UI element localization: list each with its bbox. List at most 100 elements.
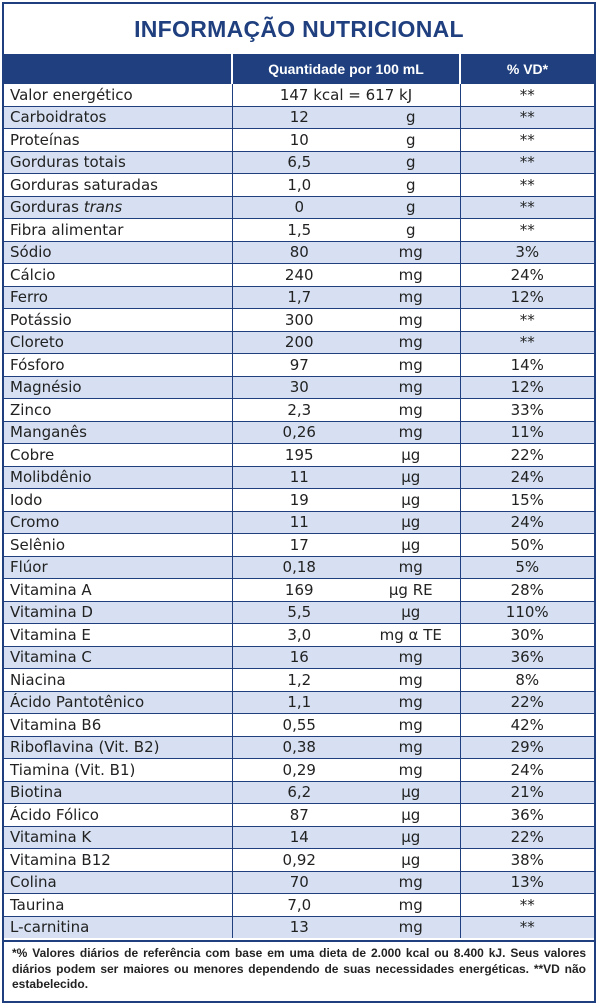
nutrient-amount: 240: [232, 263, 362, 286]
nutrient-unit: µg: [362, 848, 461, 871]
table-row: Vitamina K 14 µg 22%: [4, 825, 594, 849]
nutrient-unit: µg: [362, 510, 461, 534]
nutrient-name-text: Cromo: [10, 513, 60, 532]
nutrient-unit: µg: [362, 488, 461, 511]
table-row: Cloreto 200 mg **: [4, 330, 594, 354]
nutrient-name: Zinco: [4, 398, 233, 421]
nutrient-name-text: Cálcio: [10, 265, 56, 284]
nutrient-vd: 24%: [460, 263, 594, 286]
nutrient-name-text: Magnésio: [10, 378, 82, 397]
nutrient-vd: **: [460, 330, 594, 354]
nutrient-name-text: Gorduras: [10, 198, 84, 217]
nutrient-vd: 42%: [460, 713, 594, 736]
nutrient-unit: g: [362, 218, 461, 241]
table-row: L-carnitina 13 mg **: [4, 915, 594, 938]
nutrient-amount: 30: [232, 375, 362, 399]
nutrient-name-text: Fibra alimentar: [10, 220, 124, 239]
nutrient-unit: mg: [362, 555, 461, 579]
nutrient-name: Manganês: [4, 420, 233, 444]
nutrient-name: Vitamina B12: [4, 848, 233, 871]
nutrient-vd: 22%: [460, 690, 594, 714]
table-row-energy: Valor energético 147 kcal = 617 kJ **: [4, 83, 594, 106]
nutrient-amount: 0: [232, 195, 362, 219]
table-row: Vitamina E 3,0 mg α TE 30%: [4, 623, 594, 646]
nutrient-vd: 11%: [460, 420, 594, 444]
nutrient-amount: 1,5: [232, 218, 362, 241]
nutrient-unit: g: [362, 128, 461, 151]
nutrient-amount: 70: [232, 870, 362, 894]
nutrient-amount: 1,1: [232, 690, 362, 714]
nutrient-amount: 16: [232, 645, 362, 669]
nutrient-unit: µg: [362, 600, 461, 624]
nutrient-unit: mg: [362, 353, 461, 376]
nutrient-name: Biotina: [4, 780, 233, 804]
table-row: Manganês 0,26 mg 11%: [4, 420, 594, 444]
nutrient-amount: 147 kcal = 617 kJ: [232, 83, 461, 106]
table-header-row: Quantidade por 100 mL % VD*: [4, 54, 594, 84]
table-row: Ferro 1,7 mg 12%: [4, 285, 594, 309]
nutrient-amount: 11: [232, 510, 362, 534]
nutrient-vd: 33%: [460, 398, 594, 421]
nutrient-name-text: Tiamina (Vit. B1): [10, 760, 136, 779]
nutrient-vd: **: [460, 128, 594, 151]
nutrient-name: Proteínas: [4, 128, 233, 151]
nutrient-amount: 0,29: [232, 758, 362, 781]
nutrient-name: Ferro: [4, 285, 233, 309]
table-row: Magnésio 30 mg 12%: [4, 375, 594, 399]
nutrient-name-text: Vitamina A: [10, 580, 92, 599]
nutrient-name: Cromo: [4, 510, 233, 534]
nutrient-amount: 13: [232, 915, 362, 938]
nutrient-amount: 19: [232, 488, 362, 511]
nutrient-unit: mg: [362, 735, 461, 759]
table-row: Tiamina (Vit. B1) 0,29 mg 24%: [4, 758, 594, 781]
table-row: Ácido Pantotênico 1,1 mg 22%: [4, 690, 594, 714]
nutrient-amount: 195: [232, 443, 362, 466]
nutrient-name: Tiamina (Vit. B1): [4, 758, 233, 781]
nutrient-name-text: Carboidratos: [10, 108, 107, 127]
nutrient-vd: **: [460, 150, 594, 174]
nutrient-name-text: Proteínas: [10, 130, 80, 149]
nutrient-name-text: Molibdênio: [10, 468, 92, 487]
nutrient-vd: 3%: [460, 240, 594, 264]
nutrient-amount: 80: [232, 240, 362, 264]
nutrient-amount: 3,0: [232, 623, 362, 646]
nutrient-name: Gorduras trans: [4, 195, 233, 219]
nutrient-unit: mg: [362, 870, 461, 894]
table-row: Carboidratos 12 g **: [4, 105, 594, 129]
nutrient-vd: **: [460, 173, 594, 196]
nutrient-vd: 8%: [460, 668, 594, 691]
nutrient-name-text: Vitamina C: [10, 648, 92, 667]
nutrient-unit: mg: [362, 893, 461, 916]
nutrient-amount: 10: [232, 128, 362, 151]
nutrient-name: Vitamina E: [4, 623, 233, 646]
nutrient-unit: g: [362, 173, 461, 196]
nutrient-unit: g: [362, 195, 461, 219]
nutrient-unit: mg: [362, 240, 461, 264]
table-row: Colina 70 mg 13%: [4, 870, 594, 894]
nutrient-name-text: Riboflavina (Vit. B2): [10, 738, 160, 757]
nutrient-unit: µg: [362, 533, 461, 556]
nutrient-name: Taurina: [4, 893, 233, 916]
nutrient-amount: 11: [232, 465, 362, 489]
nutrient-unit: mg: [362, 758, 461, 781]
nutrient-amount: 17: [232, 533, 362, 556]
nutrient-amount: 169: [232, 578, 362, 601]
nutrient-name-text: Taurina: [10, 895, 65, 914]
nutrient-vd: 24%: [460, 758, 594, 781]
nutrient-name-text: Zinco: [10, 400, 52, 419]
nutrient-name: Magnésio: [4, 375, 233, 399]
nutrient-vd: 29%: [460, 735, 594, 759]
nutrient-unit: mg: [362, 263, 461, 286]
nutrient-vd: 30%: [460, 623, 594, 646]
nutrition-title: INFORMAÇÃO NUTRICIONAL: [134, 15, 464, 42]
nutrient-name: Fósforo: [4, 353, 233, 376]
nutrient-name-text: Cobre: [10, 445, 55, 464]
table-row: Taurina 7,0 mg **: [4, 893, 594, 916]
nutrient-unit: mg: [362, 375, 461, 399]
nutrient-unit: mg: [362, 285, 461, 309]
nutrient-name: Molibdênio: [4, 465, 233, 489]
nutrient-unit: mg: [362, 645, 461, 669]
nutrient-vd: 28%: [460, 578, 594, 601]
footnote: *% Valores diários de referência com bas…: [4, 940, 594, 1001]
nutrient-name: Vitamina C: [4, 645, 233, 669]
